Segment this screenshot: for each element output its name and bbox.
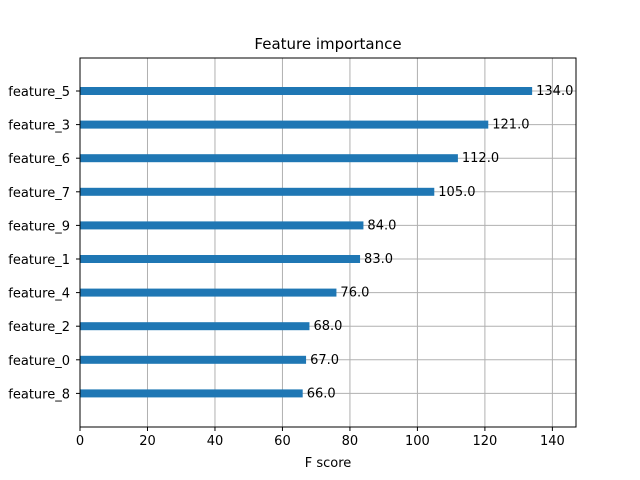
data-label-feature_3: 121.0: [492, 118, 529, 133]
bar-feature_8: [80, 389, 303, 398]
bar-feature_1: [80, 255, 361, 263]
y-tick-label-3: feature_7: [8, 186, 70, 201]
x-tick-label-2: 40: [207, 434, 224, 449]
x-tick-label-7: 140: [540, 434, 565, 449]
y-tick-label-0: feature_5: [8, 85, 70, 100]
y-axis-ticks: feature_5 feature_3 feature_6 feature_7feat…: [8, 85, 80, 402]
bar-feature_5: [80, 87, 533, 95]
data-label-feature_0: 67.0: [310, 353, 339, 368]
y-tick-label-2: feature_6: [8, 152, 70, 167]
x-tick-label-4: 80: [342, 434, 359, 449]
data-label-feature_2: 68.0: [313, 319, 342, 334]
bar-feature_7: [80, 187, 435, 196]
bar-feature_2: [80, 322, 310, 331]
y-tick-label-8: feature_0: [8, 354, 70, 369]
bar-feature_9: [80, 221, 364, 230]
y-tick-label-1: feature_3: [8, 119, 70, 134]
data-labels: 134.0 121.0 112.0 105.0 84.0 83.0 76.0 68.0 67.0…: [307, 84, 574, 401]
bar-feature_0: [80, 355, 307, 364]
data-label-feature_5: 134.0: [536, 84, 573, 99]
x-axis-ticks: 0 20 40 60 80 100 120 140: [76, 427, 565, 449]
x-tick-label-5: 100: [405, 434, 430, 449]
data-label-feature_9: 84.0: [367, 218, 396, 233]
y-tick-label-5: feature_1: [8, 253, 70, 268]
y-tick-label-7: feature_2: [8, 320, 70, 335]
bars: [80, 87, 533, 398]
chart-title: Feature importance: [254, 35, 401, 53]
data-label-feature_4: 76.0: [340, 286, 369, 301]
bar-feature_6: [80, 154, 458, 163]
x-tick-label-3: 60: [274, 434, 291, 449]
y-tick-label-4: feature_9: [8, 219, 70, 234]
y-tick-label-6: feature_4: [8, 287, 70, 302]
data-label-feature_7: 105.0: [438, 185, 475, 200]
x-tick-label-0: 0: [76, 434, 84, 449]
bar-feature_4: [80, 288, 337, 297]
x-tick-label-6: 120: [472, 434, 497, 449]
data-label-feature_1: 83.0: [364, 252, 393, 267]
plot-frame: [79, 57, 577, 428]
data-label-feature_8: 66.0: [307, 386, 336, 401]
bar-feature_3: [80, 120, 489, 129]
data-label-feature_6: 112.0: [462, 151, 499, 166]
grid-lines: [79, 58, 576, 427]
x-axis-label: F score: [305, 456, 352, 471]
y-tick-label-9: feature_8: [8, 387, 70, 402]
x-tick-label-1: 20: [139, 434, 156, 449]
